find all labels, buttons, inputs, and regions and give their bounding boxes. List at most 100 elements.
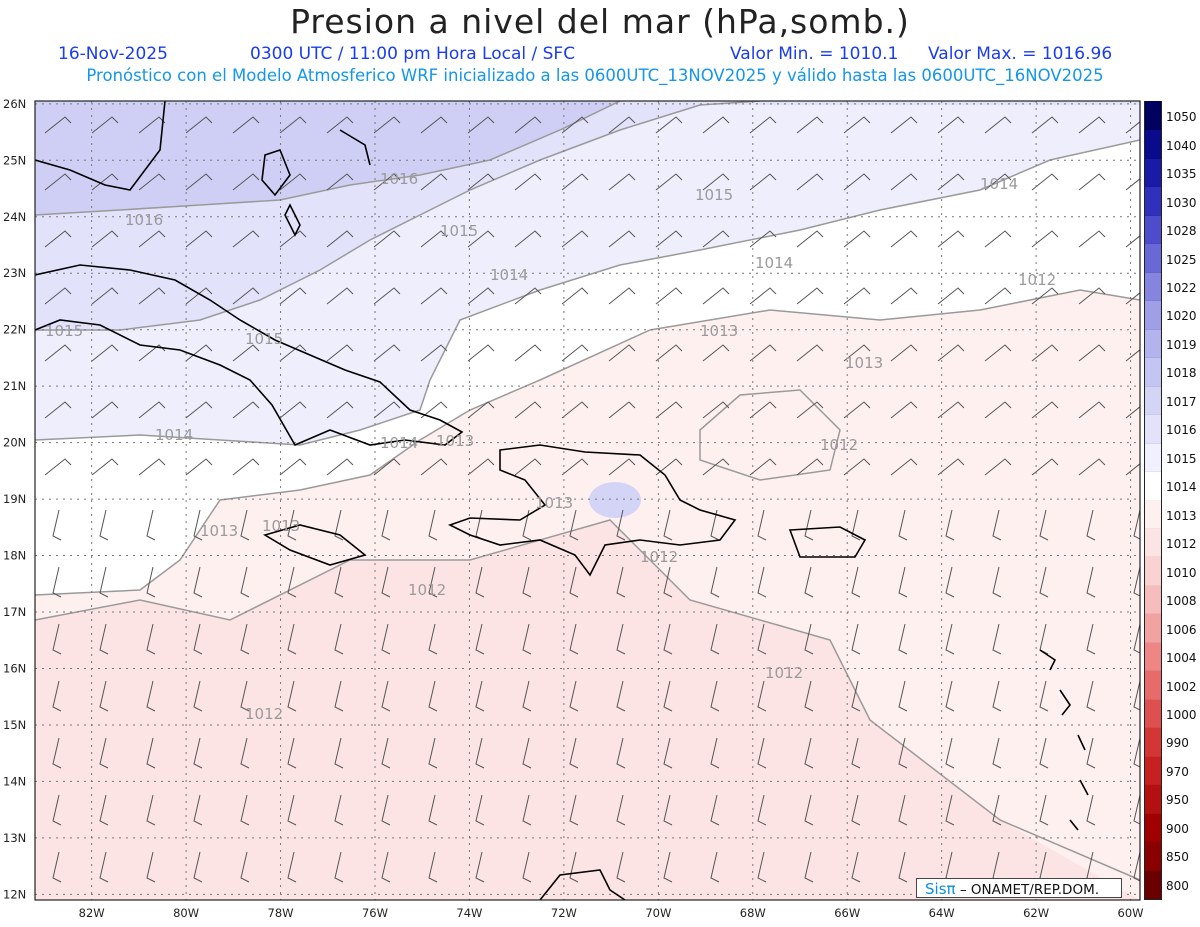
isobar-label: 1014 [490, 266, 528, 284]
wind-barb [99, 566, 109, 598]
wind-barb [1133, 623, 1140, 654]
legend-swatch [1145, 841, 1161, 871]
wind-barb [279, 230, 307, 248]
wind-barb [757, 737, 767, 769]
legend-tick: 1050 [1166, 110, 1197, 125]
wind-barb [428, 623, 438, 655]
wind-barb [1133, 737, 1140, 768]
wind-barb [193, 509, 203, 541]
wind-barb [616, 680, 626, 712]
isobar-1012-east [699, 389, 841, 481]
wind-barb [467, 116, 495, 134]
wind-barb [757, 623, 767, 655]
wind-barb [749, 173, 777, 191]
wind-barb [890, 401, 918, 419]
wind-barb [984, 116, 1012, 134]
wind-barb [326, 287, 354, 305]
wind-barb [890, 230, 918, 248]
wind-barb [514, 116, 542, 134]
lon-label: 68W [740, 906, 766, 920]
lon-label: 70W [645, 906, 671, 920]
wind-barb [655, 173, 683, 191]
wind-barb [992, 509, 1002, 541]
wind-barb [749, 458, 777, 476]
lat-label: 20N [3, 436, 26, 450]
wind-barb [561, 458, 589, 476]
wind-barb [279, 458, 307, 476]
wind-barb [232, 458, 260, 476]
wind-barb [569, 623, 579, 655]
wind-barb [749, 230, 777, 248]
wind-barb [663, 737, 673, 769]
wind-barb [851, 623, 861, 655]
forecast-time: 0300 UTC / 11:00 pm Hora Local / SFC [250, 44, 576, 64]
legend-swatch [1145, 129, 1161, 159]
wind-barb [193, 566, 203, 598]
wind-barb [937, 287, 965, 305]
wind-barb [1078, 344, 1106, 362]
wind-barb [710, 680, 720, 712]
coast-south-america [539, 869, 626, 900]
legend-swatch [1145, 812, 1161, 843]
lat-label: 15N [3, 718, 26, 732]
wind-barb [796, 458, 824, 476]
wind-barb [1086, 794, 1096, 826]
wind-barb [193, 680, 203, 712]
wind-barb [44, 401, 72, 419]
legend-swatch [1145, 186, 1161, 216]
wind-barb [240, 509, 250, 541]
wind-barb [655, 230, 683, 248]
shade-hispaniola-low [589, 482, 641, 518]
wind-barb [984, 458, 1012, 476]
wind-barb [475, 794, 485, 826]
wind-barb [851, 566, 861, 598]
isobar-1015 [35, 101, 761, 331]
color-legend [1144, 101, 1162, 900]
wind-barb [240, 680, 250, 712]
lon-label: 76W [362, 906, 388, 920]
isobar-label: 1012 [1018, 271, 1056, 289]
wind-barb [937, 344, 965, 362]
isobar-label: 1013 [845, 354, 883, 372]
wind-barb [1125, 406, 1140, 419]
wind-barb [945, 680, 955, 712]
legend-tick: 1002 [1166, 679, 1197, 694]
wind-barb [522, 794, 532, 826]
wind-barb [240, 566, 250, 598]
wind-barb [185, 173, 213, 191]
wind-barb [1078, 401, 1106, 419]
wind-barb [428, 737, 438, 769]
wind-barb [710, 509, 720, 541]
wind-barb [992, 737, 1002, 769]
wind-barb [655, 401, 683, 419]
legend-tick: 1022 [1166, 281, 1197, 296]
wind-barb [1086, 680, 1096, 712]
model-info-line: Pronóstico con el Modelo Atmosferico WRF… [86, 66, 1104, 85]
wind-barb [326, 230, 354, 248]
map-title: Presion a nivel del mar (hPa,somb.) [290, 2, 910, 41]
wind-barb [1039, 509, 1049, 541]
wind-barb [428, 794, 438, 826]
wind-barb [44, 173, 72, 191]
legend-swatch [1145, 869, 1161, 899]
wind-barb [522, 680, 532, 712]
wind-barb [1125, 292, 1140, 305]
wind-barb [890, 173, 918, 191]
wind-barb [1031, 401, 1059, 419]
wind-barb [91, 173, 119, 191]
lat-label: 17N [3, 605, 26, 619]
wind-barb [420, 116, 448, 134]
wind-barb [569, 509, 579, 541]
legend-swatch [1145, 471, 1161, 501]
wind-barb [569, 680, 579, 712]
wind-barb [99, 680, 109, 712]
wind-barb [608, 287, 636, 305]
wind-barb [373, 458, 401, 476]
wind-barb [420, 458, 448, 476]
legend-swatch [1145, 442, 1161, 473]
wind-barb [749, 401, 777, 419]
wind-barb [898, 623, 908, 655]
coast-jamaica [263, 524, 367, 566]
wind-barb [287, 737, 297, 769]
wind-barb [232, 287, 260, 305]
